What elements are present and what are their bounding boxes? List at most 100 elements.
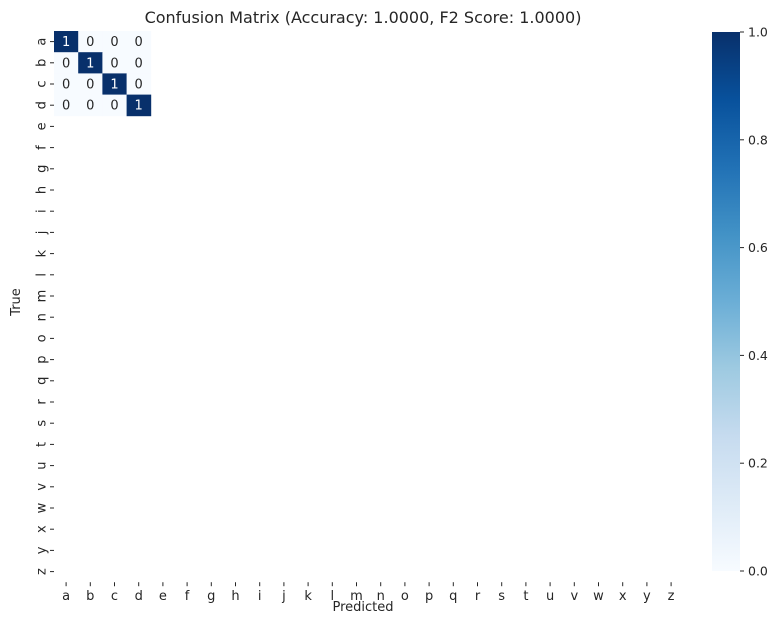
y-axis-ticks: a b c d e f g h i j k l m n o p q r s t u v w x y z [35,38,54,575]
cell-value-label: 1 [135,99,143,114]
heatmap-cell [102,73,127,95]
y-tick-label: n [35,313,50,321]
heatmap-cell [102,52,127,74]
y-tick-label: y [35,546,50,554]
cell-value-label: 0 [110,56,118,71]
x-tick-label: g [207,589,215,604]
cell-value-label: 1 [62,35,70,50]
y-tick-label: e [35,122,50,130]
x-tick-label: e [159,589,167,604]
y-tick-label: i [35,209,50,213]
x-tick-label: q [449,589,457,604]
x-tick-label: r [475,589,481,604]
heatmap-cell [126,94,152,117]
x-tick-label: j [281,589,286,604]
x-tick-label: f [185,589,190,604]
x-tick-label: b [86,589,94,604]
chart-title: Confusion Matrix (Accuracy: 1.0000, F2 S… [145,8,582,27]
heatmap-cell [126,31,152,53]
x-tick-label: y [643,589,651,604]
y-tick-label: s [35,420,50,427]
heatmap-cell [102,94,127,117]
y-tick-label: k [35,249,50,257]
x-tick-label: u [546,589,554,604]
cell-value-label: 0 [110,99,118,114]
cell-value-label: 1 [110,78,118,93]
cell-value-label: 0 [110,35,118,50]
y-tick-label: d [35,101,50,109]
heatmap-cell [78,73,103,95]
cell-value-label: 0 [135,78,143,93]
heatmap-cell [126,73,152,95]
y-tick-label: j [35,231,50,236]
y-tick-label: b [35,59,50,67]
x-tick-label: v [570,589,578,604]
heatmap-cell [126,52,152,74]
x-axis-label: Predicted [332,600,393,615]
colorbar-tick-label: 0.6 [748,240,768,255]
colorbar-tick-label: 0.2 [748,456,768,471]
y-tick-label: r [35,399,50,405]
y-axis-label: True [9,288,24,317]
cell-value-label: 0 [86,35,94,50]
x-tick-label: h [231,589,239,604]
y-tick-label: c [35,80,50,87]
cell-value-label: 0 [86,78,94,93]
x-tick-label: w [593,589,604,604]
x-tick-label: p [425,589,433,604]
x-tick-label: s [498,589,505,604]
y-tick-label: a [35,38,50,46]
y-tick-label: v [35,483,50,491]
heatmap-cell [78,94,103,117]
cell-value-label: 1 [86,56,94,71]
x-tick-label: i [258,589,262,604]
x-tick-label: n [377,589,385,604]
x-tick-label: z [668,589,675,604]
y-tick-label: l [35,273,50,277]
y-tick-label: h [35,186,50,194]
cell-value-label: 0 [62,99,70,114]
x-tick-label: x [619,589,627,604]
cell-annotations: 1 0 0 0 0 1 0 0 0 0 1 0 0 0 0 1 [62,35,143,114]
heatmap-cell [78,52,103,74]
heatmap-cell [54,73,79,95]
cell-value-label: 0 [135,56,143,71]
colorbar-ticks: 0.0 0.2 0.4 0.6 0.8 1.0 [740,25,768,579]
y-tick-label: p [35,355,50,363]
cell-value-label: 0 [62,56,70,71]
x-tick-label: a [62,589,70,604]
y-tick-label: q [35,377,50,385]
colorbar [712,32,740,571]
cell-value-label: 0 [135,35,143,50]
y-tick-label: m [35,290,50,303]
heatmap-cells [54,31,152,117]
heatmap-cell [54,52,79,74]
x-tick-label: d [135,589,143,604]
y-tick-label: t [35,442,50,447]
y-tick-label: u [35,461,50,469]
y-tick-label: f [35,145,50,150]
y-tick-label: x [35,525,50,533]
y-tick-label: o [35,334,50,342]
heatmap-cell [78,31,103,53]
colorbar-tick-label: 0.0 [748,564,768,579]
cell-value-label: 0 [86,99,94,114]
x-tick-label: t [523,589,528,604]
y-tick-label: g [35,165,50,173]
x-tick-label: o [401,589,409,604]
x-tick-label: k [304,589,312,604]
cell-value-label: 0 [62,78,70,93]
colorbar-tick-label: 0.4 [748,348,768,363]
heatmap-cell [102,31,127,53]
colorbar-tick-label: 1.0 [748,25,768,40]
heatmap-cell [54,94,79,117]
y-tick-label: w [35,502,50,513]
x-tick-label: m [350,589,363,604]
x-tick-label: l [330,589,334,604]
y-tick-label: z [35,568,50,575]
x-tick-label: c [111,589,118,604]
colorbar-tick-label: 0.8 [748,132,768,147]
heatmap-cell [54,31,79,53]
